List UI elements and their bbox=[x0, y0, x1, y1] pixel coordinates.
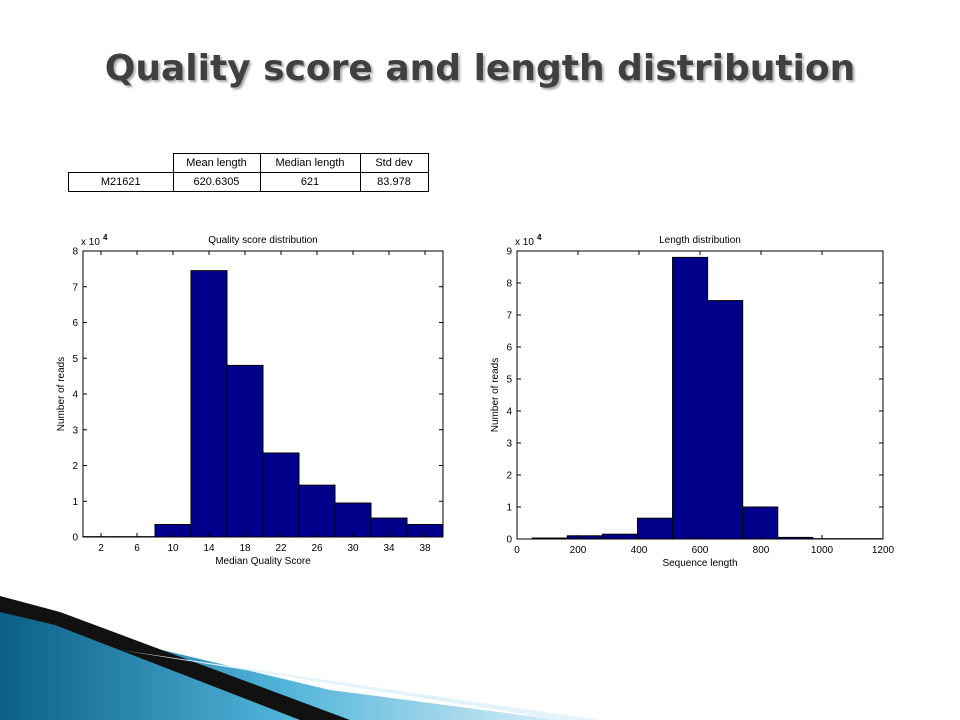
y-tick-label: 1 bbox=[506, 503, 512, 514]
cell: 621 bbox=[259, 172, 361, 192]
y-tick-label: 4 bbox=[506, 407, 512, 418]
y-tick-label: 6 bbox=[506, 343, 512, 354]
y-tick-label: 7 bbox=[72, 282, 78, 293]
x-tick-label: 400 bbox=[631, 545, 648, 556]
y-multiplier: x 10 bbox=[81, 237, 100, 248]
y-tick-label: 9 bbox=[506, 247, 512, 258]
x-axis-label: Median Quality Score bbox=[215, 556, 311, 567]
y-tick-label: 8 bbox=[72, 247, 78, 258]
y-axis-label: Number of reads bbox=[490, 358, 501, 432]
y-tick-label: 6 bbox=[72, 318, 78, 329]
x-tick-label: 1200 bbox=[872, 545, 895, 556]
x-tick-label: 1000 bbox=[811, 545, 834, 556]
x-axis-label: Sequence length bbox=[662, 558, 737, 569]
x-tick-label: 2 bbox=[98, 543, 104, 554]
x-tick-label: 0 bbox=[514, 545, 520, 556]
y-tick-label: 3 bbox=[72, 425, 78, 436]
decor-light bbox=[120, 650, 600, 720]
x-tick-label: 200 bbox=[570, 545, 587, 556]
x-tick-label: 26 bbox=[311, 543, 323, 554]
slide-title: Quality score and length distribution bbox=[104, 48, 856, 89]
bar bbox=[298, 484, 336, 538]
chart-title: Length distribution bbox=[659, 235, 741, 246]
bar bbox=[601, 533, 638, 540]
empty-cell bbox=[69, 154, 174, 173]
x-tick-label: 22 bbox=[275, 543, 287, 554]
y-tick-label: 8 bbox=[506, 279, 512, 290]
stats-table: Mean length Median length Std dev M21621… bbox=[68, 153, 429, 192]
bar bbox=[226, 364, 264, 538]
y-tick-label: 2 bbox=[506, 471, 512, 482]
bar bbox=[672, 256, 709, 540]
x-tick-label: 34 bbox=[383, 543, 395, 554]
y-multiplier-exponent: 4 bbox=[537, 233, 542, 242]
x-tick-label: 38 bbox=[419, 543, 431, 554]
x-tick-label: 600 bbox=[692, 545, 709, 556]
cell: M21621 bbox=[68, 172, 174, 192]
y-tick-label: 4 bbox=[72, 390, 78, 401]
bar bbox=[190, 270, 228, 538]
y-tick-label: 3 bbox=[506, 439, 512, 450]
bar bbox=[636, 517, 674, 540]
x-tick-label: 6 bbox=[134, 543, 140, 554]
y-tick-label: 5 bbox=[506, 375, 512, 386]
y-axis-label: Number of reads bbox=[56, 357, 67, 431]
header-cell: Std dev bbox=[359, 153, 429, 173]
x-tick-label: 10 bbox=[167, 543, 179, 554]
x-tick-label: 14 bbox=[203, 543, 215, 554]
header-cell: Median length bbox=[259, 153, 361, 173]
bar bbox=[742, 506, 779, 540]
table-header: Mean length Median length Std dev bbox=[69, 153, 429, 173]
header-cell: Mean length bbox=[172, 153, 261, 173]
bar bbox=[262, 452, 300, 538]
decor-swoosh bbox=[0, 600, 560, 720]
table-row: M21621 620.6305 621 83.978 bbox=[68, 172, 429, 192]
x-tick-label: 18 bbox=[239, 543, 251, 554]
x-tick-label: 30 bbox=[347, 543, 359, 554]
x-tick-label: 800 bbox=[753, 545, 770, 556]
y-tick-label: 2 bbox=[72, 461, 78, 472]
y-tick-label: 0 bbox=[72, 533, 78, 544]
y-tick-label: 7 bbox=[506, 311, 512, 322]
y-multiplier: x 10 bbox=[515, 237, 534, 248]
chart-title: Quality score distribution bbox=[208, 235, 318, 246]
bar bbox=[707, 300, 744, 540]
y-tick-label: 1 bbox=[72, 497, 78, 508]
cell: 620.6305 bbox=[172, 172, 261, 192]
y-multiplier-exponent: 4 bbox=[103, 233, 108, 242]
y-tick-label: 0 bbox=[506, 535, 512, 546]
cell: 83.978 bbox=[359, 172, 429, 192]
y-tick-label: 5 bbox=[72, 354, 78, 365]
decor-stripe bbox=[0, 596, 350, 720]
bar bbox=[334, 502, 372, 538]
